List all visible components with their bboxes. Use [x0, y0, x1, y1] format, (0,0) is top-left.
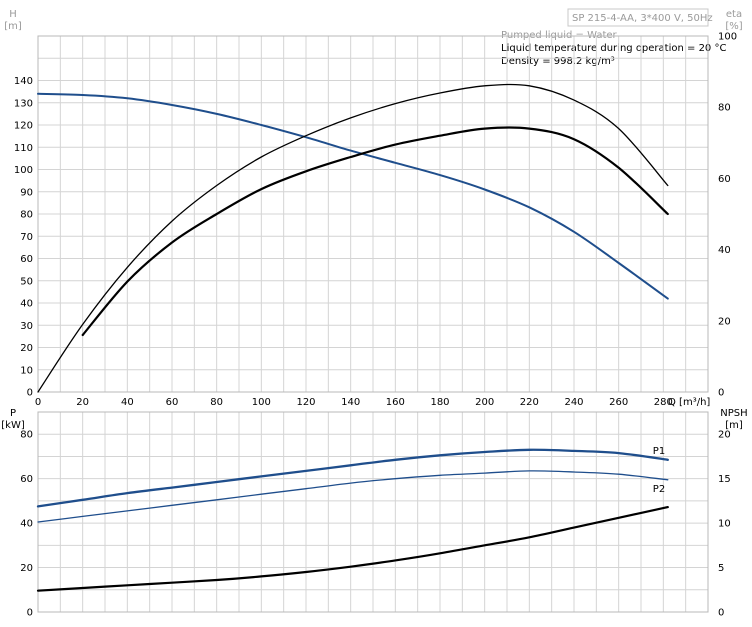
y-left-tick-label: 110 — [14, 143, 33, 154]
x-tick-label: 220 — [520, 397, 539, 408]
y-left-tick-label: 10 — [20, 365, 33, 376]
x-tick-label: 40 — [121, 397, 134, 408]
upper-plot-frame — [37, 35, 709, 393]
lower-plot-frame — [37, 411, 709, 613]
curve-eta-upper — [37, 83, 669, 393]
y-left-axis-unit: [m] — [4, 21, 22, 32]
y-left-tick-label: 40 — [20, 299, 33, 310]
x-tick-label: 120 — [296, 397, 315, 408]
x-axis-label: Q [m³/h] — [668, 397, 710, 408]
x-tick-label: 260 — [609, 397, 628, 408]
y-right-tick-label: 20 — [718, 430, 731, 441]
y-left-axis-unit: [kW] — [1, 420, 25, 431]
x-tick-label: 280 — [654, 397, 673, 408]
y-left-tick-label: 70 — [20, 232, 33, 243]
curve-npsh — [36, 506, 669, 592]
y-right-tick-label: 0 — [718, 388, 724, 399]
pump-label: SP 215-4-AA, 3*400 V, 50Hz — [572, 13, 713, 24]
y-left-tick-label: 20 — [20, 563, 33, 574]
density-note: Density = 998.2 kg/m³ — [501, 56, 615, 67]
y-right-tick-label: 40 — [718, 245, 731, 256]
pump-label-box: SP 215-4-AA, 3*400 V, 50Hz — [567, 8, 713, 27]
y-left-tick-label: 0 — [27, 388, 33, 399]
y-right-tick-label: 5 — [718, 563, 724, 574]
y-left-tick-label: 60 — [20, 474, 33, 485]
x-tick-label: 20 — [76, 397, 89, 408]
y-left-tick-label: 100 — [14, 165, 33, 176]
y-right-tick-label: 100 — [718, 32, 737, 43]
x-tick-label: 80 — [210, 397, 223, 408]
y-right-tick-label: 0 — [718, 608, 724, 619]
y-left-tick-label: 0 — [27, 608, 33, 619]
y-left-tick-label: 130 — [14, 98, 33, 109]
lower-panel: 0 20 40 60 80 0 5 10 15 20 P[kW] NPSH[m] P1 P2 — [1, 408, 747, 619]
y-left-tick-label: 30 — [20, 321, 33, 332]
x-tick-label: 200 — [475, 397, 494, 408]
x-tick-label: 0 — [35, 397, 41, 408]
y-left-tick-label: 40 — [20, 519, 33, 530]
curve-h — [37, 92, 669, 300]
y-left-tick-label: 80 — [20, 210, 33, 221]
y-right-axis-unit: [m] — [725, 420, 743, 431]
x-tick-label: 100 — [252, 397, 271, 408]
curve-p2 — [37, 470, 669, 523]
x-tick-label: 140 — [341, 397, 360, 408]
y-right-tick-label: 20 — [718, 316, 731, 327]
x-tick-label: 240 — [564, 397, 583, 408]
upper-panel: 0 10 20 30 40 50 60 70 80 90 100 110 120 130 140 0 20 40 6… — [4, 9, 743, 408]
x-tick-label: 60 — [166, 397, 179, 408]
y-right-axis-unit: [%] — [725, 21, 742, 32]
y-left-tick-label: 60 — [20, 254, 33, 265]
series-label-p1: P1 — [653, 446, 665, 457]
y-right-axis-label: NPSH — [720, 408, 747, 419]
y-right-tick-label: 10 — [718, 519, 731, 530]
y-left-tick-label: 80 — [20, 430, 33, 441]
x-tick-label: 180 — [430, 397, 449, 408]
y-left-tick-label: 140 — [14, 76, 33, 87]
curve-p1 — [36, 448, 669, 508]
y-left-axis-label: P — [10, 408, 16, 419]
y-left-tick-label: 90 — [20, 187, 33, 198]
temperature-note: Liquid temperature during operation = 20… — [501, 43, 726, 54]
y-right-axis-label: eta — [726, 9, 742, 20]
y-left-tick-label: 120 — [14, 121, 33, 132]
y-right-tick-label: 60 — [718, 174, 731, 185]
y-left-axis-label: H — [9, 9, 17, 20]
y-left-tick-label: 20 — [20, 343, 33, 354]
y-right-tick-label: 15 — [718, 474, 731, 485]
y-right-tick-label: 80 — [718, 103, 731, 114]
pump-label-frame — [567, 8, 709, 27]
x-tick-label: 160 — [386, 397, 405, 408]
y-left-tick-label: 50 — [20, 276, 33, 287]
curve-eta-lower — [81, 126, 669, 337]
series-label-p2: P2 — [653, 484, 665, 495]
